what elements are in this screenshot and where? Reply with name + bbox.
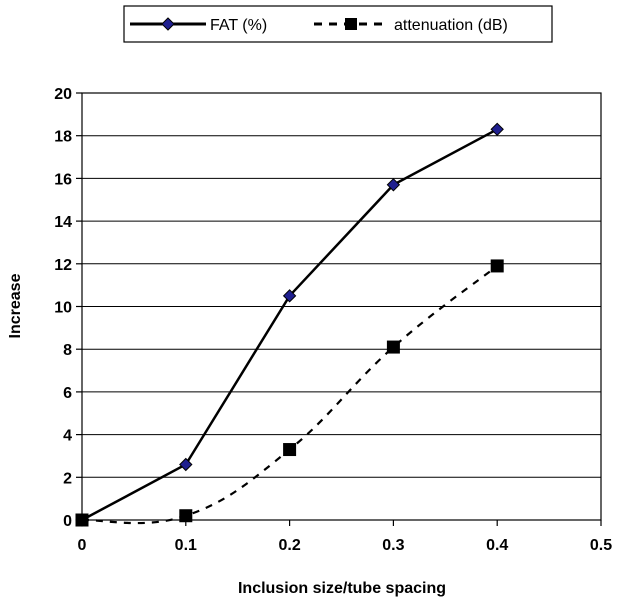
- plot-area: 0 0.1 0.2 0.3 0.4 0.5 0 2 4 6 8 10 12 14 16 18 20: [54, 86, 612, 554]
- data-point-fat: [386, 178, 401, 192]
- x-tick-label: 0.4: [486, 537, 508, 554]
- x-tick-label: 0.3: [382, 537, 404, 554]
- legend: FAT (%) attenuation (dB): [123, 5, 553, 43]
- y-tick-label: 20: [54, 86, 72, 103]
- y-tick-label: 4: [63, 428, 72, 445]
- y-tick-label: 2: [63, 470, 72, 487]
- x-tick-label: 0.5: [590, 537, 612, 554]
- series-lines: [81, 128, 498, 525]
- y-tick-label: 0: [63, 513, 72, 530]
- data-point-fat: [490, 122, 504, 137]
- legend-item-attenuation: attenuation (dB): [314, 17, 508, 34]
- data-point-attenuation: [490, 259, 504, 273]
- series-line-fat: [81, 128, 498, 522]
- y-tick-label: 16: [54, 171, 72, 188]
- data-point-fat: [179, 457, 193, 472]
- y-tick-label: 12: [54, 257, 72, 274]
- data-point-attenuation: [386, 340, 400, 354]
- x-axis-ticks: 0 0.1 0.2 0.3 0.4 0.5: [78, 520, 612, 554]
- series-markers: [75, 122, 504, 527]
- plot-frame: [81, 92, 602, 521]
- gridlines: [82, 135, 601, 478]
- y-tick-label: 10: [54, 300, 72, 317]
- legend-marker-fat: [161, 17, 175, 31]
- data-point-attenuation: [283, 443, 297, 457]
- data-point-attenuation: [75, 513, 89, 527]
- legend-item-fat: FAT (%): [130, 17, 267, 34]
- y-tick-label: 18: [54, 129, 72, 146]
- legend-marker-attenuation: [345, 18, 357, 30]
- legend-label-attenuation: attenuation (dB): [394, 17, 508, 34]
- data-point-attenuation: [179, 509, 193, 523]
- y-tick-label: 8: [63, 342, 72, 359]
- x-tick-label: 0.1: [175, 537, 197, 554]
- legend-label-fat: FAT (%): [210, 17, 267, 34]
- y-tick-label: 6: [63, 385, 72, 402]
- y-tick-label: 14: [54, 214, 72, 231]
- x-tick-label: 0.2: [278, 537, 300, 554]
- y-axis-ticks: 0 2 4 6 8 10 12 14 16 18 20: [54, 86, 82, 530]
- x-tick-label: 0: [78, 537, 87, 554]
- series-line-attenuation: [81, 265, 498, 525]
- x-axis-title: Inclusion size/tube spacing: [238, 580, 446, 597]
- y-axis-title: Increase: [7, 273, 24, 338]
- data-point-fat: [282, 289, 297, 303]
